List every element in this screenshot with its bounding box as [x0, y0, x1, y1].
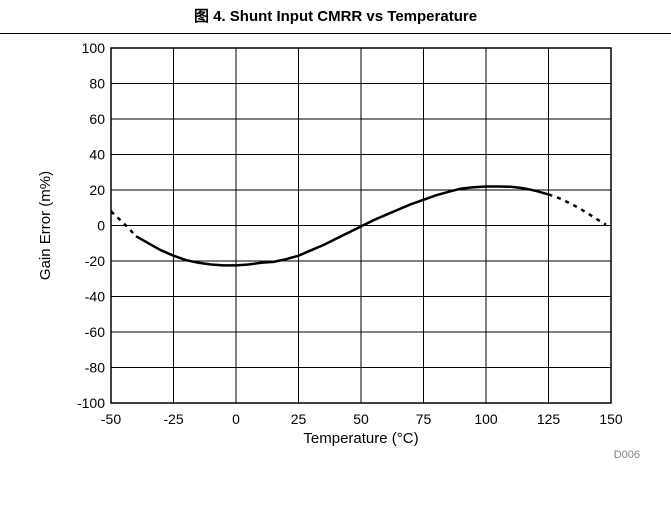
x-axis-label: Temperature (°C) — [303, 430, 418, 447]
y-tick-label: 100 — [82, 40, 106, 56]
y-tick-label: -40 — [85, 289, 105, 305]
tick-labels: -50 -25 0 25 50 75 100 125 150 100 80 60 40 20 0 -20 -40… — [77, 40, 623, 427]
y-tick-label: 60 — [89, 111, 105, 127]
plot-frame — [110, 47, 612, 404]
y-tick-label: -100 — [77, 395, 105, 411]
x-tick-label: 150 — [599, 411, 623, 427]
y-axis-label: Gain Error (m%) — [37, 171, 54, 280]
x-tick-label: 25 — [291, 411, 307, 427]
x-tick-label: -25 — [163, 411, 183, 427]
y-tick-label: 20 — [89, 182, 105, 198]
title-divider — [0, 33, 671, 34]
y-tick-label: 80 — [89, 76, 105, 92]
figure-title: 图 4. Shunt Input CMRR vs Temperature — [193, 8, 478, 25]
y-tick-label: 0 — [97, 218, 105, 234]
x-tick-label: 50 — [353, 411, 369, 427]
series-layer — [110, 185, 607, 267]
dashed-extrapolation-line — [110, 210, 137, 238]
figure-id-label: D006 — [614, 449, 640, 461]
x-tick-label: -50 — [101, 411, 121, 427]
y-tick-label: -60 — [85, 324, 105, 340]
x-tick-label: 125 — [537, 411, 561, 427]
y-tick-label: -20 — [85, 253, 105, 269]
y-tick-label: 40 — [89, 147, 105, 163]
y-tick-label: -80 — [85, 360, 105, 376]
x-tick-label: 75 — [416, 411, 432, 427]
x-tick-label: 0 — [232, 411, 240, 427]
gain-error-line — [135, 185, 549, 267]
x-tick-label: 100 — [474, 411, 498, 427]
dashed-extrapolation-line — [548, 193, 607, 226]
